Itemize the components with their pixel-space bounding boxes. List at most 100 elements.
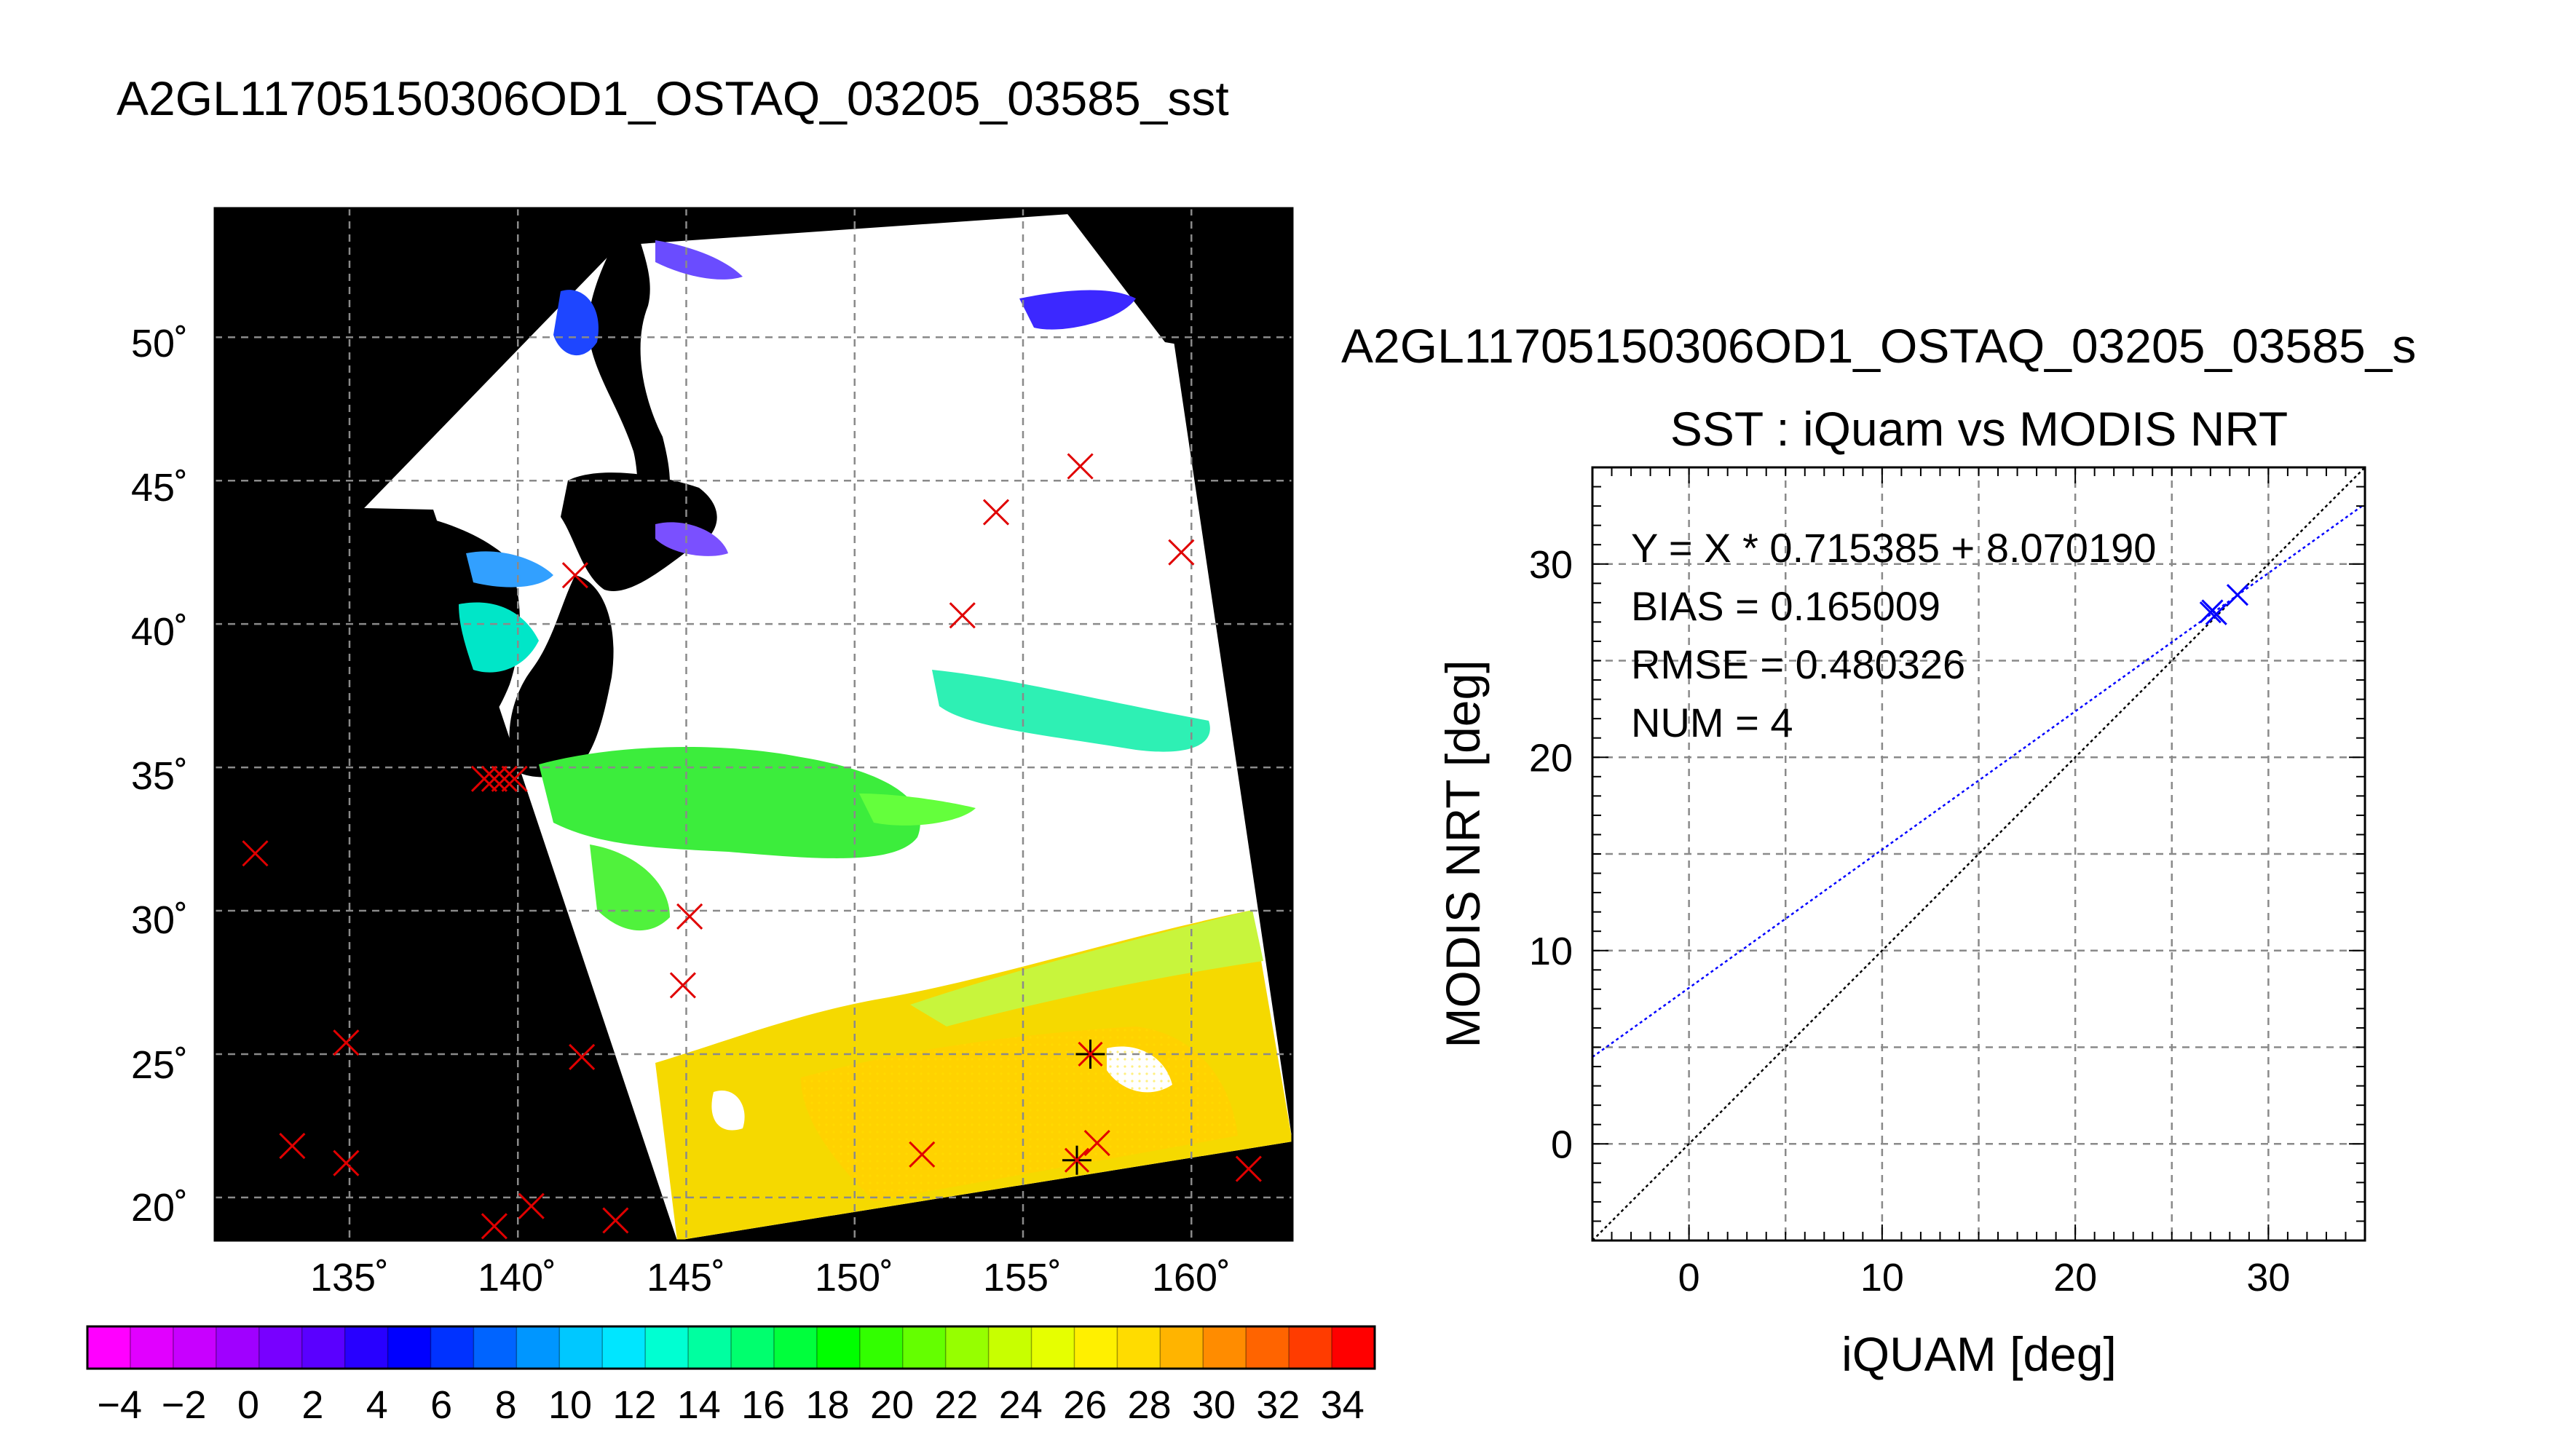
matchup-asterisk-marker: [1062, 1145, 1091, 1175]
swath-west-edge: [215, 208, 677, 1241]
map-matchup-markers: [242, 453, 1262, 1240]
colorbar-segment: [1289, 1326, 1332, 1369]
map-lon-labels: 135˚ 140˚ 145˚ 150˚ 155˚ 160˚: [310, 1256, 1231, 1299]
colorbar-tick-label: 24: [999, 1383, 1043, 1427]
colorbar-tick-label: 10: [548, 1383, 592, 1427]
scatter-tick-labels: 0 10 20 30 0 10 20 30: [1529, 543, 2290, 1299]
matchup-x-marker: [1235, 1155, 1262, 1182]
marker-stroke: [1235, 1155, 1262, 1182]
matchup-x-marker: [561, 562, 588, 589]
bias-value: BIAS = 0.165009: [1631, 583, 1940, 629]
sst-map: [213, 207, 1294, 1242]
lon-label: 160˚: [1152, 1256, 1231, 1299]
scatter-points: [2199, 584, 2248, 625]
scatter-grid: [1592, 467, 2365, 1241]
marker-stroke: [982, 499, 1010, 526]
marker-stroke: [501, 765, 528, 792]
colorbar-segment: [1332, 1326, 1375, 1369]
matchup-asterisk-marker: [1075, 1039, 1105, 1069]
yellow-green-transition: [910, 910, 1263, 1026]
matchup-x-marker: [949, 602, 976, 629]
regression-line: [1592, 503, 2365, 1058]
lon-label: 140˚: [478, 1256, 556, 1299]
marker-stroke: [279, 1132, 306, 1160]
matchup-x-marker: [676, 903, 703, 930]
lat-label: 50˚: [131, 322, 188, 365]
colorbar-tick-label: 18: [806, 1383, 850, 1427]
marker-stroke: [676, 903, 703, 930]
colorbar-segment: [344, 1326, 389, 1369]
colorbar-tick-label: 2: [301, 1383, 323, 1427]
colorbar-segment: [516, 1326, 560, 1369]
data-point: [2201, 599, 2224, 622]
marker-stroke: [1083, 1130, 1110, 1157]
green-band-fill: [859, 794, 976, 826]
x-tick-label: 0: [1678, 1256, 1700, 1299]
colorbar-segment: [902, 1326, 947, 1369]
colorbar-segment: [301, 1326, 346, 1369]
colorbar-segment: [1117, 1326, 1161, 1369]
scatter-suptitle: A2GL11705150306OD1_OSTAQ_03205_03585_s: [1341, 319, 2416, 373]
map-title: A2GL11705150306OD1_OSTAQ_03205_03585_sst: [117, 71, 1229, 125]
marker-stroke: [242, 840, 269, 867]
south-green-spread: [590, 844, 670, 931]
colorbar-tick-label: 6: [430, 1383, 452, 1427]
colorbar-segment: [1246, 1326, 1290, 1369]
y-tick-label: 10: [1529, 930, 1573, 973]
lon-label: 145˚: [647, 1256, 725, 1299]
colorbar-segment: [1203, 1326, 1247, 1369]
scatter-annotations: Y = X * 0.715385 + 8.070190 BIAS = 0.165…: [1631, 525, 2156, 745]
colorbar-segment: [173, 1326, 217, 1369]
marker-stroke: [333, 1029, 360, 1056]
matchup-x-marker: [982, 499, 1010, 526]
scatter-title: SST : iQuam vs MODIS NRT: [1670, 402, 2288, 456]
scatter-plot: [1591, 466, 2366, 1242]
matchup-x-marker: [481, 765, 508, 792]
colorbar-tick-label: 14: [677, 1383, 721, 1427]
swath-ne-corner: [1063, 208, 1292, 364]
colorbar-tick-label: −4: [97, 1383, 142, 1427]
point-stroke: [2201, 599, 2224, 622]
matchup-x-marker: [470, 765, 498, 792]
x-axis-label: iQUAM [deg]: [1841, 1327, 2117, 1381]
marker-stroke: [1067, 453, 1094, 480]
matchup-x-marker: [242, 840, 269, 867]
point-stroke: [2226, 584, 2248, 606]
okhotsk-cold-patch-2: [1019, 290, 1136, 330]
colorbar-segment: [773, 1326, 818, 1369]
matchup-x-marker: [569, 1043, 596, 1070]
honshu-land: [509, 575, 614, 778]
lon-label: 150˚: [815, 1256, 893, 1299]
lat-label: 30˚: [131, 898, 188, 942]
colorbar-tick-label: 0: [237, 1383, 259, 1427]
colorbar-segment: [87, 1326, 131, 1369]
marker-stroke: [491, 765, 518, 792]
marker-stroke: [1064, 1147, 1090, 1173]
marker-stroke: [1078, 1041, 1103, 1067]
x-tick-label: 20: [2053, 1256, 2097, 1299]
scatter-minor-ticks: [1592, 467, 2366, 1241]
marker-stroke: [481, 765, 508, 792]
matchup-x-marker: [333, 1150, 360, 1176]
fit-equation: Y = X * 0.715385 + 8.070190: [1631, 525, 2156, 571]
marker-stroke: [909, 1141, 936, 1168]
marker-stroke: [602, 1207, 629, 1234]
colorbar-tick-label: 12: [612, 1383, 656, 1427]
data-point: [2226, 584, 2248, 606]
colorbar-tick-label: 26: [1063, 1383, 1107, 1427]
y-tick-label: 20: [1529, 736, 1573, 780]
colorbar-tick-label: 28: [1128, 1383, 1172, 1427]
lat-label: 25˚: [131, 1043, 188, 1087]
sakhalin-land: [588, 218, 670, 524]
marker-stroke: [569, 1043, 596, 1070]
colorbar-segment: [645, 1326, 689, 1369]
matchup-x-marker: [333, 1029, 360, 1056]
marker-stroke: [1168, 539, 1195, 566]
colorbar-segment: [130, 1326, 174, 1369]
matchup-x-marker: [669, 972, 696, 999]
matchup-x-marker: [1067, 453, 1094, 480]
map-lat-labels: 50˚ 45˚ 40˚ 35˚ 30˚ 25˚ 20˚: [131, 322, 188, 1230]
colorbar-tick-label: 22: [934, 1383, 978, 1427]
marker-stroke: [949, 602, 976, 629]
